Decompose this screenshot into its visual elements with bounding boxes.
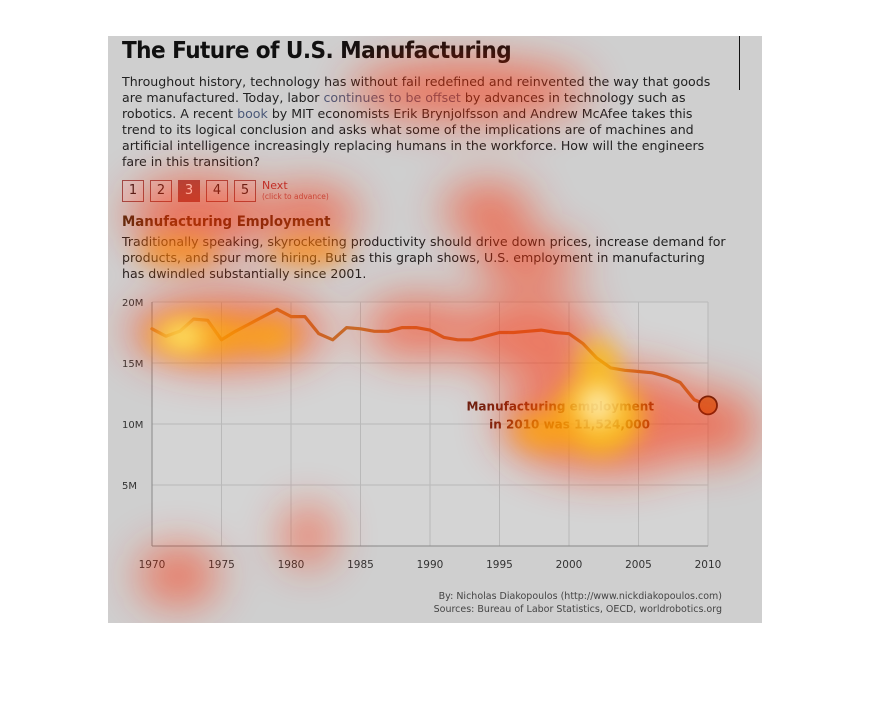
x-tick-label-2005: 2005 <box>625 559 652 571</box>
annotation-line-1: Manufacturing employment <box>466 399 654 413</box>
credits: By: Nicholas Diakopoulos (http://www.nic… <box>434 590 722 616</box>
x-tick-label-1985: 1985 <box>347 559 374 571</box>
employment-line-chart: 1970 1975 1980 1985 1990 1995 2000 2005 2010 5M 10… <box>122 298 722 571</box>
y-tick-label-10: 10M <box>122 420 143 431</box>
book-link[interactable]: book <box>237 106 268 121</box>
x-tick-label-1970: 1970 <box>139 559 166 571</box>
y-tick-label-5: 5M <box>122 481 137 492</box>
x-tick-label-2010: 2010 <box>695 559 722 571</box>
y-tick-label-15: 15M <box>122 359 143 370</box>
annotation-line-2: in 2010 was 11,524,000 <box>489 417 650 431</box>
sources-credit: Sources: Bureau of Labor Statistics, OEC… <box>433 604 722 615</box>
x-tick-label-1980: 1980 <box>278 559 305 571</box>
x-tick-label-2000: 2000 <box>556 559 583 571</box>
page-title: The Future of U.S. Manufacturing <box>122 38 512 64</box>
text-cursor <box>739 36 740 90</box>
highlight-point-2010 <box>698 395 718 416</box>
x-tick-label-1990: 1990 <box>417 559 444 571</box>
author-credit: By: Nicholas Diakopoulos (http://www.nic… <box>438 591 722 602</box>
x-tick-label-1975: 1975 <box>208 559 235 571</box>
infographic-frame: The Future of U.S. Manufacturing Through… <box>108 36 762 623</box>
y-tick-label-20: 20M <box>122 298 143 309</box>
x-tick-label-1995: 1995 <box>486 559 513 571</box>
